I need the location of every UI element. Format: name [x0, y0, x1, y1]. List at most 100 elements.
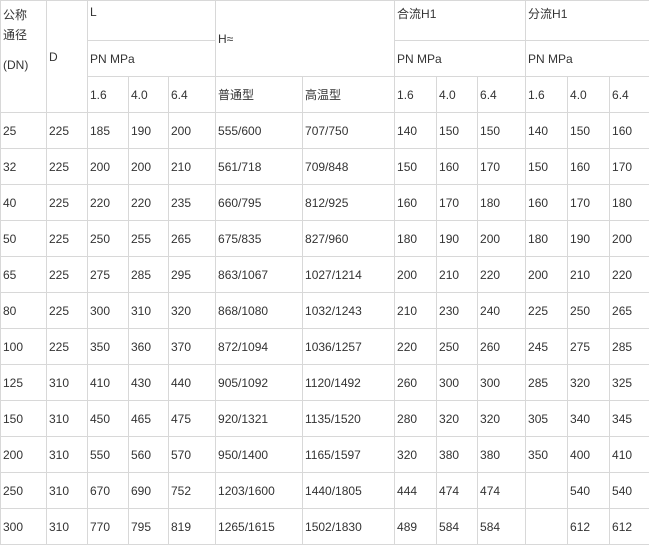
table-cell: 150 [1, 401, 47, 437]
table-cell: 150 [478, 113, 526, 149]
table-cell: 265 [610, 293, 649, 329]
table-cell: 584 [478, 509, 526, 545]
table-cell: 310 [47, 401, 88, 437]
table-cell: 25 [1, 113, 47, 149]
sub-header: 4.0 [437, 77, 478, 113]
table-cell: 305 [526, 401, 568, 437]
table-cell: 1265/1615 [216, 509, 303, 545]
table-cell: 345 [610, 401, 649, 437]
table-cell: 200 [1, 437, 47, 473]
table-cell: 190 [129, 113, 169, 149]
table-cell: 310 [129, 293, 169, 329]
table-cell: 150 [437, 113, 478, 149]
table-cell: 275 [88, 257, 129, 293]
table-cell: 795 [129, 509, 169, 545]
table-cell: 170 [437, 185, 478, 221]
table-cell: 240 [478, 293, 526, 329]
table-cell: 260 [478, 329, 526, 365]
table-cell: 440 [169, 365, 216, 401]
table-cell: 160 [437, 149, 478, 185]
table-cell: 190 [568, 221, 610, 257]
table-cell: 1165/1597 [303, 437, 395, 473]
table-cell: 465 [129, 401, 169, 437]
table-cell: 200 [88, 149, 129, 185]
table-cell: 225 [47, 221, 88, 257]
table-cell: 210 [395, 293, 437, 329]
table-cell: 550 [88, 437, 129, 473]
table-cell: 310 [47, 437, 88, 473]
table-cell: 690 [129, 473, 169, 509]
sub-header: 4.0 [568, 77, 610, 113]
table-cell: 210 [169, 149, 216, 185]
table-cell: 160 [526, 185, 568, 221]
table-cell: 1502/1830 [303, 509, 395, 545]
table-cell: 250 [1, 473, 47, 509]
table-cell: 770 [88, 509, 129, 545]
table-cell: 380 [437, 437, 478, 473]
table-cell: 430 [129, 365, 169, 401]
sub-header: 普通型 [216, 77, 303, 113]
table-cell: 220 [478, 257, 526, 293]
table-cell: 280 [395, 401, 437, 437]
split-header: 分流H1 [526, 1, 649, 41]
table-cell: 220 [129, 185, 169, 221]
table-cell: 180 [610, 185, 649, 221]
sub-header: 6.4 [478, 77, 526, 113]
table-cell: 325 [610, 365, 649, 401]
table-cell: 180 [395, 221, 437, 257]
table-cell: 812/925 [303, 185, 395, 221]
table-cell: 200 [395, 257, 437, 293]
table-cell: 1032/1243 [303, 293, 395, 329]
table-cell: 555/600 [216, 113, 303, 149]
table-cell: 210 [568, 257, 610, 293]
table-cell: 350 [88, 329, 129, 365]
table-cell: 225 [47, 293, 88, 329]
table-cell: 150 [526, 149, 568, 185]
table-cell: 150 [395, 149, 437, 185]
table-cell: 380 [478, 437, 526, 473]
table-cell: 220 [88, 185, 129, 221]
table-cell: 340 [568, 401, 610, 437]
table-cell: 180 [526, 221, 568, 257]
table-cell: 300 [437, 365, 478, 401]
table-cell: 310 [47, 473, 88, 509]
table-cell: 872/1094 [216, 329, 303, 365]
table-cell: 150 [568, 113, 610, 149]
dn-header-line: 公称 [3, 5, 44, 25]
table-cell: 1135/1520 [303, 401, 395, 437]
table-cell: 255 [129, 221, 169, 257]
pn-header: PN MPa [526, 41, 649, 77]
table-cell: 170 [568, 185, 610, 221]
dn-header: 公称通径(DN) [1, 1, 47, 113]
table-cell: 170 [610, 149, 649, 185]
table-cell: 707/750 [303, 113, 395, 149]
table-cell: 410 [610, 437, 649, 473]
dn-header-line: (DN) [3, 55, 44, 75]
table-cell: 1120/1492 [303, 365, 395, 401]
table-cell: 950/1400 [216, 437, 303, 473]
table-cell: 250 [437, 329, 478, 365]
table-cell: 489 [395, 509, 437, 545]
table-cell: 1027/1214 [303, 257, 395, 293]
table-cell: 250 [568, 293, 610, 329]
table-cell: 868/1080 [216, 293, 303, 329]
table-cell: 260 [395, 365, 437, 401]
table-cell: 300 [478, 365, 526, 401]
table-cell: 540 [610, 473, 649, 509]
h-header: H≈ [216, 1, 395, 77]
table-cell: 1036/1257 [303, 329, 395, 365]
table-cell: 100 [1, 329, 47, 365]
table-cell: 819 [169, 509, 216, 545]
